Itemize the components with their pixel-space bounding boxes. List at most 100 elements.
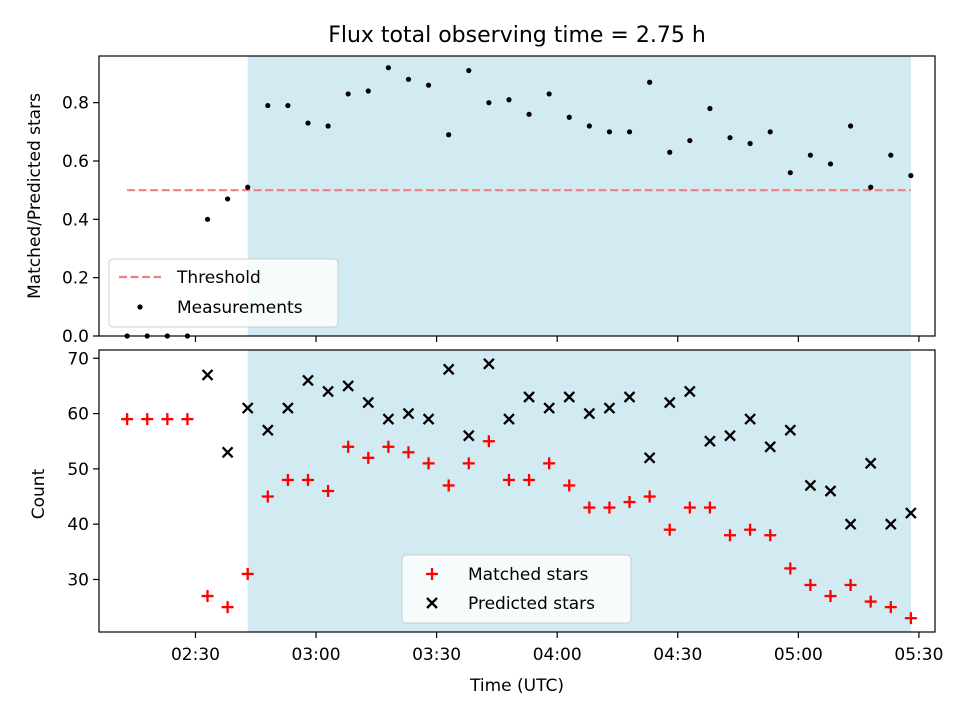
matched-stars-point bbox=[864, 595, 877, 608]
predicted-marker-stroke bbox=[462, 429, 475, 442]
measurement-point bbox=[807, 152, 814, 158]
matched-stars-point bbox=[764, 529, 777, 542]
matched-stars-point bbox=[784, 562, 797, 575]
measurement-point bbox=[405, 76, 412, 82]
measurement-point bbox=[345, 91, 351, 97]
bottom-ytick-label: 70 bbox=[67, 349, 89, 369]
predicted-marker-stroke bbox=[643, 452, 656, 464]
predicted-stars-point bbox=[724, 429, 736, 442]
predicted-stars-point bbox=[322, 385, 334, 398]
bottom-plot-frame bbox=[98, 349, 936, 633]
predicted-stars-point bbox=[523, 391, 535, 403]
matched-stars-point bbox=[342, 440, 355, 453]
predicted-stars-point bbox=[764, 440, 777, 453]
legend-matched-label: Matched stars bbox=[468, 565, 588, 585]
predicted-marker-stroke bbox=[362, 396, 375, 409]
predicted-stars-point bbox=[422, 413, 435, 425]
predicted-marker-stroke bbox=[342, 380, 355, 392]
measurement-point bbox=[827, 161, 834, 167]
predicted-marker-stroke bbox=[724, 429, 736, 442]
bottom-ytick-label: 50 bbox=[67, 460, 89, 480]
measurement-point bbox=[305, 120, 311, 126]
measurement-point bbox=[425, 82, 432, 88]
measurement-point bbox=[526, 111, 532, 117]
matched-stars-point bbox=[523, 473, 536, 486]
matched-stars-point bbox=[884, 601, 897, 614]
predicted-stars-point bbox=[824, 485, 837, 497]
predicted-marker-stroke bbox=[382, 413, 395, 425]
legend-threshold-label: Threshold bbox=[176, 268, 261, 288]
predicted-marker-stroke bbox=[241, 402, 254, 414]
measurements-series bbox=[124, 65, 914, 339]
predicted-marker-stroke bbox=[603, 402, 616, 414]
xtick-label: 04:00 bbox=[533, 645, 582, 665]
top-x-axis-ticks bbox=[194, 336, 920, 342]
chart-title: Flux total observing time = 2.75 h bbox=[328, 23, 706, 48]
matched-stars-point bbox=[462, 457, 475, 470]
measurement-point bbox=[747, 140, 753, 147]
predicted-marker-stroke bbox=[282, 402, 294, 414]
legend-measurements-swatch bbox=[137, 304, 143, 310]
matched-stars-point bbox=[583, 501, 596, 514]
xtick-label: 03:00 bbox=[292, 645, 341, 665]
matched-stars-point bbox=[563, 479, 576, 492]
matched-stars-point bbox=[663, 523, 676, 536]
predicted-stars-point bbox=[563, 391, 576, 403]
predicted-marker-stroke bbox=[523, 391, 535, 403]
matched-stars-point bbox=[121, 413, 134, 426]
matched-stars-series bbox=[121, 413, 917, 625]
matched-stars-point bbox=[362, 451, 375, 464]
predicted-stars-point bbox=[282, 402, 294, 414]
matched-stars-point bbox=[402, 446, 415, 459]
measurement-point bbox=[466, 67, 472, 74]
predicted-marker-stroke bbox=[764, 440, 777, 453]
legend-measurements-label: Measurements bbox=[177, 298, 303, 318]
measurement-point bbox=[868, 184, 874, 190]
predicted-stars-point bbox=[643, 452, 656, 464]
legend-matched-swatch bbox=[426, 568, 438, 580]
predicted-marker-stroke bbox=[442, 363, 455, 376]
measurement-point bbox=[245, 184, 251, 190]
predicted-stars-point bbox=[663, 396, 676, 409]
measurement-point bbox=[446, 132, 452, 138]
predicted-stars-point bbox=[382, 413, 395, 425]
predicted-stars-point bbox=[884, 518, 897, 530]
top-legend-box bbox=[108, 258, 339, 328]
observing-span-shade bbox=[247, 56, 911, 336]
top-shade-band bbox=[247, 56, 911, 336]
matched-stars-point bbox=[322, 485, 335, 497]
predicted-stars-point bbox=[583, 407, 596, 420]
predicted-stars-point bbox=[503, 413, 515, 425]
predicted-stars-point bbox=[342, 380, 355, 392]
matched-stars-point bbox=[302, 473, 314, 486]
measurement-point bbox=[727, 135, 733, 141]
measurement-point bbox=[647, 79, 653, 85]
predicted-marker-stroke bbox=[623, 391, 636, 403]
xtick-label: 03:30 bbox=[412, 645, 461, 665]
predicted-stars-point bbox=[201, 369, 214, 381]
bottom-x-axis-ticks: 02:30 03:00 03:30 04:00 04:30 05:00 05:30 bbox=[171, 632, 943, 665]
matched-stars-point bbox=[181, 413, 194, 426]
xtick-label: 05:30 bbox=[894, 645, 943, 665]
bottom-y-axis-label: Count bbox=[29, 468, 49, 519]
predicted-marker-stroke bbox=[483, 358, 495, 370]
measurement-point bbox=[687, 137, 693, 144]
predicted-stars-series bbox=[201, 358, 917, 530]
matched-stars-point bbox=[221, 601, 234, 614]
predicted-stars-point bbox=[483, 358, 495, 370]
predicted-marker-stroke bbox=[804, 479, 817, 492]
predicted-marker-stroke bbox=[543, 402, 555, 414]
measurement-point bbox=[566, 114, 572, 120]
matched-stars-point bbox=[161, 413, 174, 426]
measurement-point bbox=[265, 102, 271, 109]
predicted-stars-point bbox=[241, 402, 254, 414]
predicted-stars-point bbox=[864, 457, 877, 470]
matched-stars-point bbox=[623, 496, 636, 509]
matched-stars-point bbox=[603, 501, 616, 514]
predicted-marker-stroke bbox=[261, 424, 274, 436]
predicted-marker-stroke bbox=[503, 413, 515, 425]
predicted-marker-stroke bbox=[322, 385, 334, 398]
predicted-stars-point bbox=[402, 407, 415, 420]
ratio-panel: 0.00.20.40.60.8 Matched/Predicted stars … bbox=[25, 55, 936, 347]
bottom-legend-box bbox=[401, 554, 632, 624]
